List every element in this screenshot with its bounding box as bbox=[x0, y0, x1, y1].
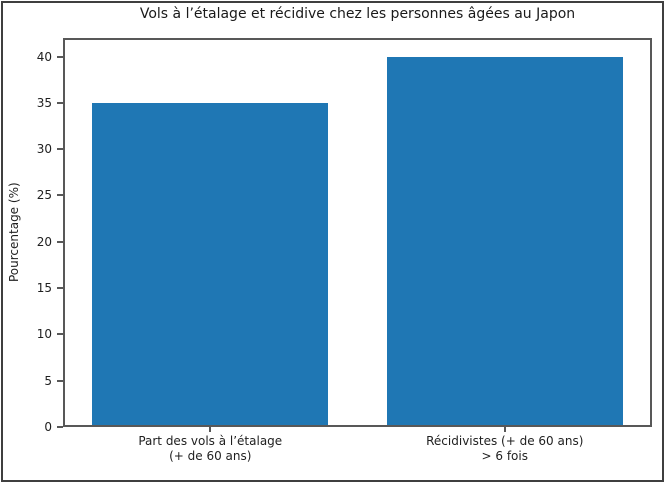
y-tick-mark bbox=[57, 426, 63, 428]
x-tick-label: Récidivistes (+ de 60 ans) > 6 fois bbox=[426, 434, 584, 463]
y-tick-label: 10 bbox=[36, 327, 52, 342]
y-tick-label: 30 bbox=[36, 142, 52, 157]
x-tick-label: Part des vols à l’étalage (+ de 60 ans) bbox=[138, 434, 283, 463]
y-tick-mark bbox=[57, 101, 63, 104]
y-tick-label: 35 bbox=[36, 95, 52, 110]
y-tick-mark bbox=[57, 55, 63, 58]
x-tick-mark bbox=[209, 427, 212, 432]
x-tick-mark bbox=[503, 427, 506, 432]
y-tick-label: 0 bbox=[44, 420, 52, 434]
y-tick-label: 25 bbox=[36, 188, 52, 203]
bar bbox=[92, 102, 329, 425]
y-tick-label: 20 bbox=[36, 234, 52, 249]
bar bbox=[386, 56, 623, 425]
chart-title: Vols à l’étalage et récidive chez les pe… bbox=[139, 6, 576, 22]
y-tick-mark bbox=[57, 287, 63, 290]
y-tick-label: 15 bbox=[36, 281, 52, 296]
y-tick-label: 40 bbox=[36, 49, 52, 64]
y-tick-mark bbox=[57, 379, 63, 382]
y-tick-mark bbox=[57, 148, 63, 151]
plot-area bbox=[63, 38, 652, 427]
x-axis: Part des vols à l’étalage (+ de 60 ans) R… bbox=[63, 427, 652, 475]
y-tick-mark bbox=[57, 333, 63, 336]
y-tick-label: 5 bbox=[44, 373, 52, 388]
y-tick-mark bbox=[57, 194, 63, 197]
y-tick-mark bbox=[57, 240, 63, 243]
y-axis: 0 5 10 15 20 25 30 35 40 bbox=[0, 38, 63, 434]
